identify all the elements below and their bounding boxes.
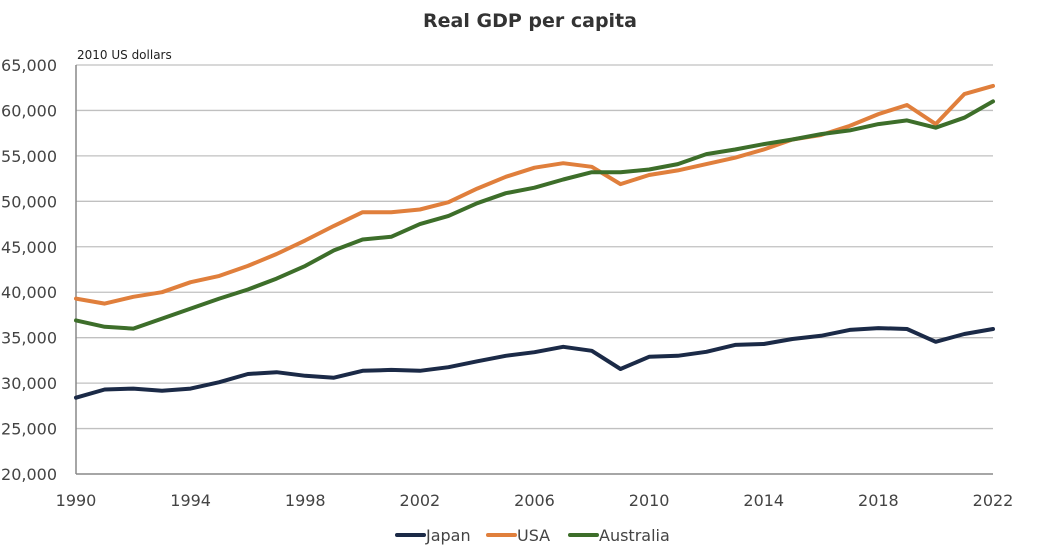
x-tick-label: 1994 (170, 491, 211, 510)
y-tick-label: 65,000 (1, 56, 57, 75)
legend-label: Australia (599, 526, 670, 545)
y-tick-label: 55,000 (1, 147, 57, 166)
y-tick-label: 60,000 (1, 101, 57, 120)
series-line-japan (74, 326, 995, 400)
series-line-usa (74, 83, 995, 306)
x-tick-label: 2014 (743, 491, 784, 510)
x-tick-label: 2010 (629, 491, 670, 510)
legend: Japan USA Australia (395, 526, 670, 545)
y-tick-label: 45,000 (1, 238, 57, 257)
gridlines (76, 64, 993, 430)
y-tick-label: 35,000 (1, 329, 57, 348)
y-tick-label: 25,000 (1, 420, 57, 439)
x-tick-label: 2006 (514, 491, 555, 510)
series-line-australia (74, 99, 995, 331)
x-tick-label: 1990 (56, 491, 97, 510)
series-lines (74, 83, 995, 400)
y-tick-label: 40,000 (1, 283, 57, 302)
y-tick-label: 50,000 (1, 192, 57, 211)
legend-label: Japan (425, 526, 471, 545)
x-axis-ticks: 1990 1994 1998 2002 2006 2010 2014 2018 2022 (56, 491, 1014, 510)
legend-item-usa: USA (486, 526, 550, 545)
legend-label: USA (517, 526, 550, 545)
x-tick-label: 2018 (858, 491, 899, 510)
x-tick-label: 1998 (285, 491, 326, 510)
legend-item-australia: Australia (568, 526, 670, 545)
y-tick-label: 30,000 (1, 374, 57, 393)
y-axis-ticks: 20,000 25,000 30,000 35,000 40,000 45,000 50,0… (1, 56, 57, 484)
y-axis-unit-label: 2010 US dollars (77, 48, 172, 62)
y-tick-label: 20,000 (1, 465, 57, 484)
x-tick-label: 2002 (400, 491, 441, 510)
legend-item-japan: Japan (395, 526, 471, 545)
x-tick-label: 2022 (973, 491, 1014, 510)
chart-title: Real GDP per capita (423, 10, 637, 32)
